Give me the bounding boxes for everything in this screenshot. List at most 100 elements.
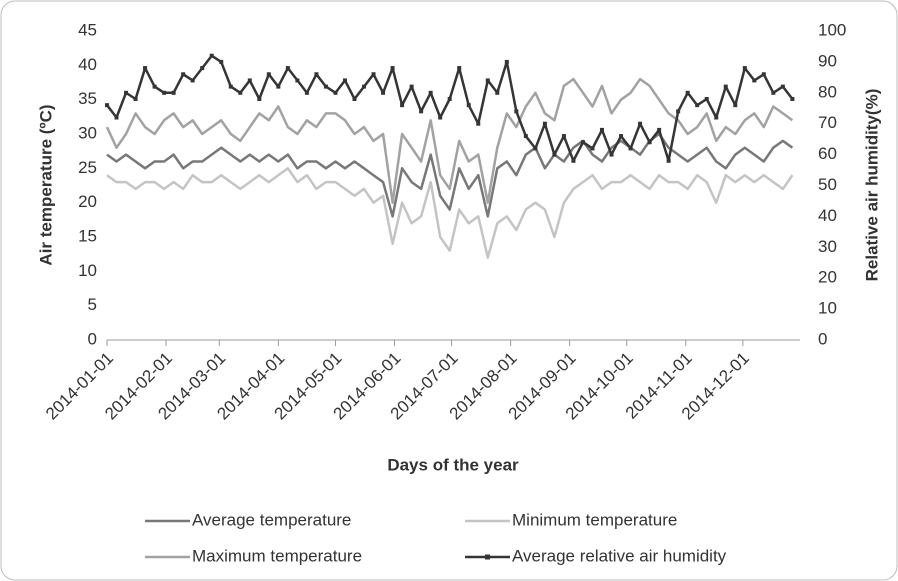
y2-tick-label: 20 <box>818 268 837 287</box>
marker <box>304 90 309 95</box>
marker <box>476 121 481 126</box>
marker <box>733 103 738 108</box>
y-tick-label: 0 <box>88 329 97 348</box>
marker <box>638 121 643 126</box>
y-tick-label: 45 <box>78 20 97 39</box>
marker <box>295 78 300 83</box>
y-tick-label: 30 <box>78 123 97 142</box>
marker <box>704 96 709 101</box>
marker <box>571 158 576 163</box>
marker <box>323 84 328 89</box>
marker <box>238 90 243 95</box>
marker <box>219 59 224 64</box>
marker <box>390 66 395 71</box>
y2-tick-label: 70 <box>818 113 837 132</box>
y2-tick-label: 100 <box>818 20 846 39</box>
marker <box>133 96 138 101</box>
y2-tick-label: 40 <box>818 206 837 225</box>
marker <box>247 78 252 83</box>
marker <box>628 146 633 151</box>
marker <box>419 109 424 114</box>
series-line <box>106 167 794 259</box>
y-tick-label: 20 <box>78 192 97 211</box>
y-tick-label: 40 <box>78 55 97 74</box>
marker <box>504 59 509 64</box>
y2-tick-label: 10 <box>818 299 837 318</box>
x-axis-title: Days of the year <box>387 455 519 474</box>
marker <box>438 115 443 120</box>
marker <box>657 127 662 132</box>
y-tick-label: 35 <box>78 89 97 108</box>
marker <box>600 127 604 132</box>
marker <box>143 66 148 71</box>
marker <box>685 90 690 95</box>
marker <box>752 78 757 83</box>
legend-marker <box>485 554 490 560</box>
legend-label: Average temperature <box>192 510 351 529</box>
marker <box>647 140 652 145</box>
marker <box>485 78 490 83</box>
y2-axis-title: Relative air humidity(%) <box>862 89 881 282</box>
marker <box>162 90 167 95</box>
marker <box>257 96 262 101</box>
marker <box>761 72 766 77</box>
marker <box>266 72 271 77</box>
marker <box>495 90 500 95</box>
marker <box>771 90 776 95</box>
marker <box>428 90 433 95</box>
marker <box>352 96 357 101</box>
marker <box>676 109 681 114</box>
marker <box>228 84 233 89</box>
marker <box>371 72 376 77</box>
legend-label: Minimum temperature <box>512 510 677 529</box>
marker <box>609 152 614 157</box>
marker <box>580 140 585 145</box>
marker <box>552 152 557 157</box>
marker <box>695 103 700 108</box>
marker <box>190 78 195 83</box>
marker <box>533 146 538 151</box>
marker <box>171 90 176 95</box>
marker <box>105 103 109 108</box>
marker <box>400 103 405 108</box>
marker <box>409 84 414 89</box>
marker <box>590 146 595 151</box>
y2-tick-label: 50 <box>818 175 837 194</box>
marker <box>333 90 338 95</box>
marker <box>714 115 719 120</box>
marker <box>342 78 347 83</box>
legend-label: Maximum temperature <box>192 546 362 565</box>
marker <box>457 66 462 71</box>
marker <box>742 66 747 71</box>
marker <box>666 158 671 163</box>
marker <box>514 109 519 114</box>
y-tick-label: 10 <box>78 261 97 280</box>
marker <box>723 84 728 89</box>
marker <box>124 90 129 95</box>
marker <box>152 84 157 89</box>
marker <box>561 134 566 139</box>
marker <box>780 84 785 89</box>
marker <box>314 72 319 77</box>
y-tick-label: 5 <box>88 295 97 314</box>
y2-tick-label: 90 <box>818 51 837 70</box>
marker <box>200 66 205 71</box>
y-axis-title: Air temperature (ºC) <box>36 104 55 265</box>
marker <box>466 103 471 108</box>
marker <box>542 121 547 126</box>
marker <box>790 96 795 101</box>
marker <box>619 134 624 139</box>
y2-tick-label: 60 <box>818 144 837 163</box>
series-line <box>106 132 794 218</box>
marker <box>114 115 119 120</box>
y2-tick-label: 0 <box>818 329 827 348</box>
y-tick-label: 25 <box>78 158 97 177</box>
marker <box>381 90 386 95</box>
series-line <box>105 77 794 204</box>
marker <box>276 84 281 89</box>
marker <box>181 72 186 77</box>
y-tick-label: 15 <box>78 226 97 245</box>
marker <box>523 134 528 139</box>
